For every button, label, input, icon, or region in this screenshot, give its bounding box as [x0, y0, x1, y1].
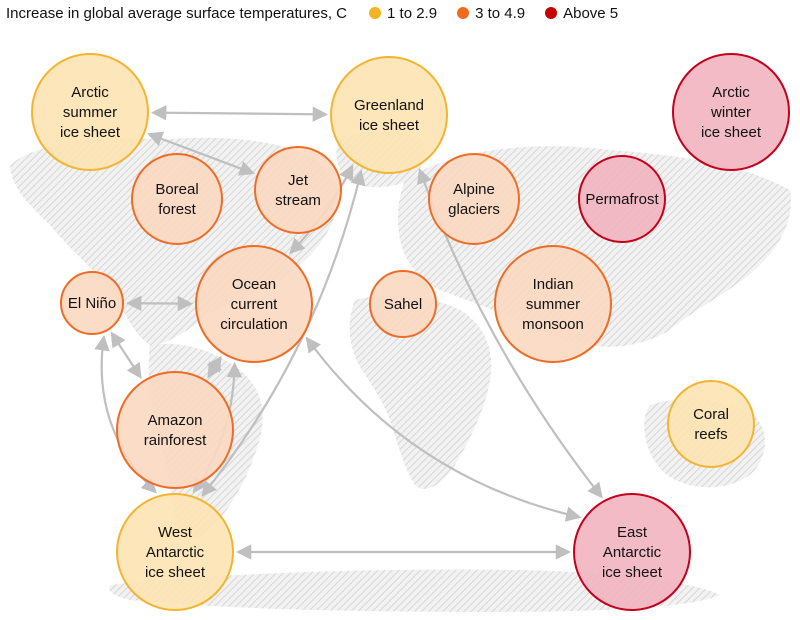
legend-label-mid: 3 to 4.9 [475, 4, 526, 22]
legend-dot-icon [545, 7, 558, 19]
node-sahel: Sahel [369, 270, 437, 338]
node-jet-stream: Jet stream [254, 146, 342, 234]
node-label-amazon-rainforest: Amazon [147, 412, 202, 429]
node-circle-el-nino [60, 271, 124, 335]
node-east-antarctic-ice-sheet: East Antarctic ice sheet [573, 493, 691, 611]
node-label-arctic-summer-ice-sheet: summer [63, 104, 117, 121]
link-arctic-summer-ice-sheet-to-greenland-ice-sheet [150, 105, 329, 122]
node-label-east-antarctic-ice-sheet: East [617, 524, 648, 541]
node-label-east-antarctic-ice-sheet: Antarctic [603, 544, 662, 561]
node-circle-coral-reefs [667, 380, 755, 468]
node-label-west-antarctic-ice-sheet: Antarctic [146, 544, 205, 561]
node-label-permafrost: Permafrost [585, 191, 659, 208]
node-label-indian-summer-monsoon: monsoon [522, 316, 584, 333]
link-greenland-ice-sheet-to-west-antarctic-ice-sheet [201, 169, 366, 497]
legend-item-mid: 3 to 4.9 [457, 5, 525, 22]
node-circle-arctic-winter-ice-sheet [672, 53, 790, 171]
node-alpine-glaciers: Alpine glaciers [428, 153, 520, 245]
node-circle-indian-summer-monsoon [494, 245, 612, 363]
node-label-coral-reefs: reefs [694, 426, 727, 443]
node-circle-alpine-glaciers [428, 153, 520, 245]
node-circle-west-antarctic-ice-sheet [116, 493, 234, 611]
node-circle-greenland-ice-sheet [330, 56, 448, 174]
node-indian-summer-monsoon: Indian summer monsoon [494, 245, 612, 363]
node-label-amazon-rainforest: rainforest [144, 432, 207, 449]
node-label-jet-stream: stream [275, 192, 321, 209]
legend-item-high: Above 5 [545, 5, 618, 22]
node-label-alpine-glaciers: glaciers [448, 201, 500, 218]
node-label-arctic-winter-ice-sheet: Arctic [712, 84, 750, 101]
node-label-alpine-glaciers: Alpine [453, 181, 495, 198]
node-label-ocean-current-circulation: Ocean [232, 276, 276, 293]
node-circle-sahel [369, 270, 437, 338]
node-label-arctic-winter-ice-sheet: winter [710, 104, 751, 121]
node-label-indian-summer-monsoon: Indian [533, 276, 574, 293]
node-label-east-antarctic-ice-sheet: ice sheet [602, 564, 663, 581]
node-permafrost: Permafrost [578, 155, 666, 243]
node-label-el-nino: El Niño [68, 295, 116, 312]
node-el-nino: El Niño [60, 271, 124, 335]
node-label-jet-stream: Jet [288, 172, 309, 189]
legend-dot-icon [369, 7, 382, 19]
node-label-indian-summer-monsoon: summer [526, 296, 580, 313]
node-label-west-antarctic-ice-sheet: West [158, 524, 193, 541]
node-label-coral-reefs: Coral [693, 406, 729, 423]
node-coral-reefs: Coral reefs [667, 380, 755, 468]
node-boreal-forest: Boreal forest [131, 153, 223, 245]
node-circle-arctic-summer-ice-sheet [31, 53, 149, 171]
legend-dot-icon [457, 7, 470, 19]
chart-header: Increase in global average surface tempe… [6, 3, 638, 23]
node-circle-permafrost [578, 155, 666, 243]
legend-label-low: 1 to 2.9 [387, 4, 438, 22]
node-greenland-ice-sheet: Greenland ice sheet [330, 56, 448, 174]
node-label-greenland-ice-sheet: Greenland [354, 97, 424, 114]
node-label-west-antarctic-ice-sheet: ice sheet [145, 564, 206, 581]
legend-label-high: Above 5 [563, 4, 619, 22]
node-label-greenland-ice-sheet: ice sheet [359, 117, 420, 134]
node-arctic-summer-ice-sheet: Arctic summer ice sheet [31, 53, 149, 171]
node-circle-east-antarctic-ice-sheet [573, 493, 691, 611]
node-circle-boreal-forest [131, 153, 223, 245]
node-circle-jet-stream [254, 146, 342, 234]
node-circle-amazon-rainforest [116, 371, 234, 489]
link-arctic-summer-ice-sheet-to-jet-stream [147, 131, 256, 176]
node-label-sahel: Sahel [384, 296, 422, 313]
node-label-ocean-current-circulation: current [231, 296, 279, 313]
node-label-boreal-forest: forest [158, 201, 196, 218]
node-label-ocean-current-circulation: circulation [220, 316, 288, 333]
node-west-antarctic-ice-sheet: West Antarctic ice sheet [116, 493, 234, 611]
node-label-boreal-forest: Boreal [155, 181, 198, 198]
legend-item-low: 1 to 2.9 [369, 5, 437, 22]
chart-title: Increase in global average surface tempe… [6, 4, 348, 22]
antarctica-shape [108, 569, 720, 612]
node-label-arctic-summer-ice-sheet: Arctic [71, 84, 109, 101]
node-label-arctic-winter-ice-sheet: ice sheet [701, 124, 762, 141]
node-ocean-current-circulation: Ocean current circulation [195, 245, 313, 363]
node-amazon-rainforest: Amazon rainforest [116, 371, 234, 489]
node-arctic-winter-ice-sheet: Arctic winter ice sheet [672, 53, 790, 171]
node-circle-ocean-current-circulation [195, 245, 313, 363]
node-label-arctic-summer-ice-sheet: ice sheet [60, 124, 121, 141]
link-el-nino-to-amazon-rainforest [110, 331, 142, 380]
